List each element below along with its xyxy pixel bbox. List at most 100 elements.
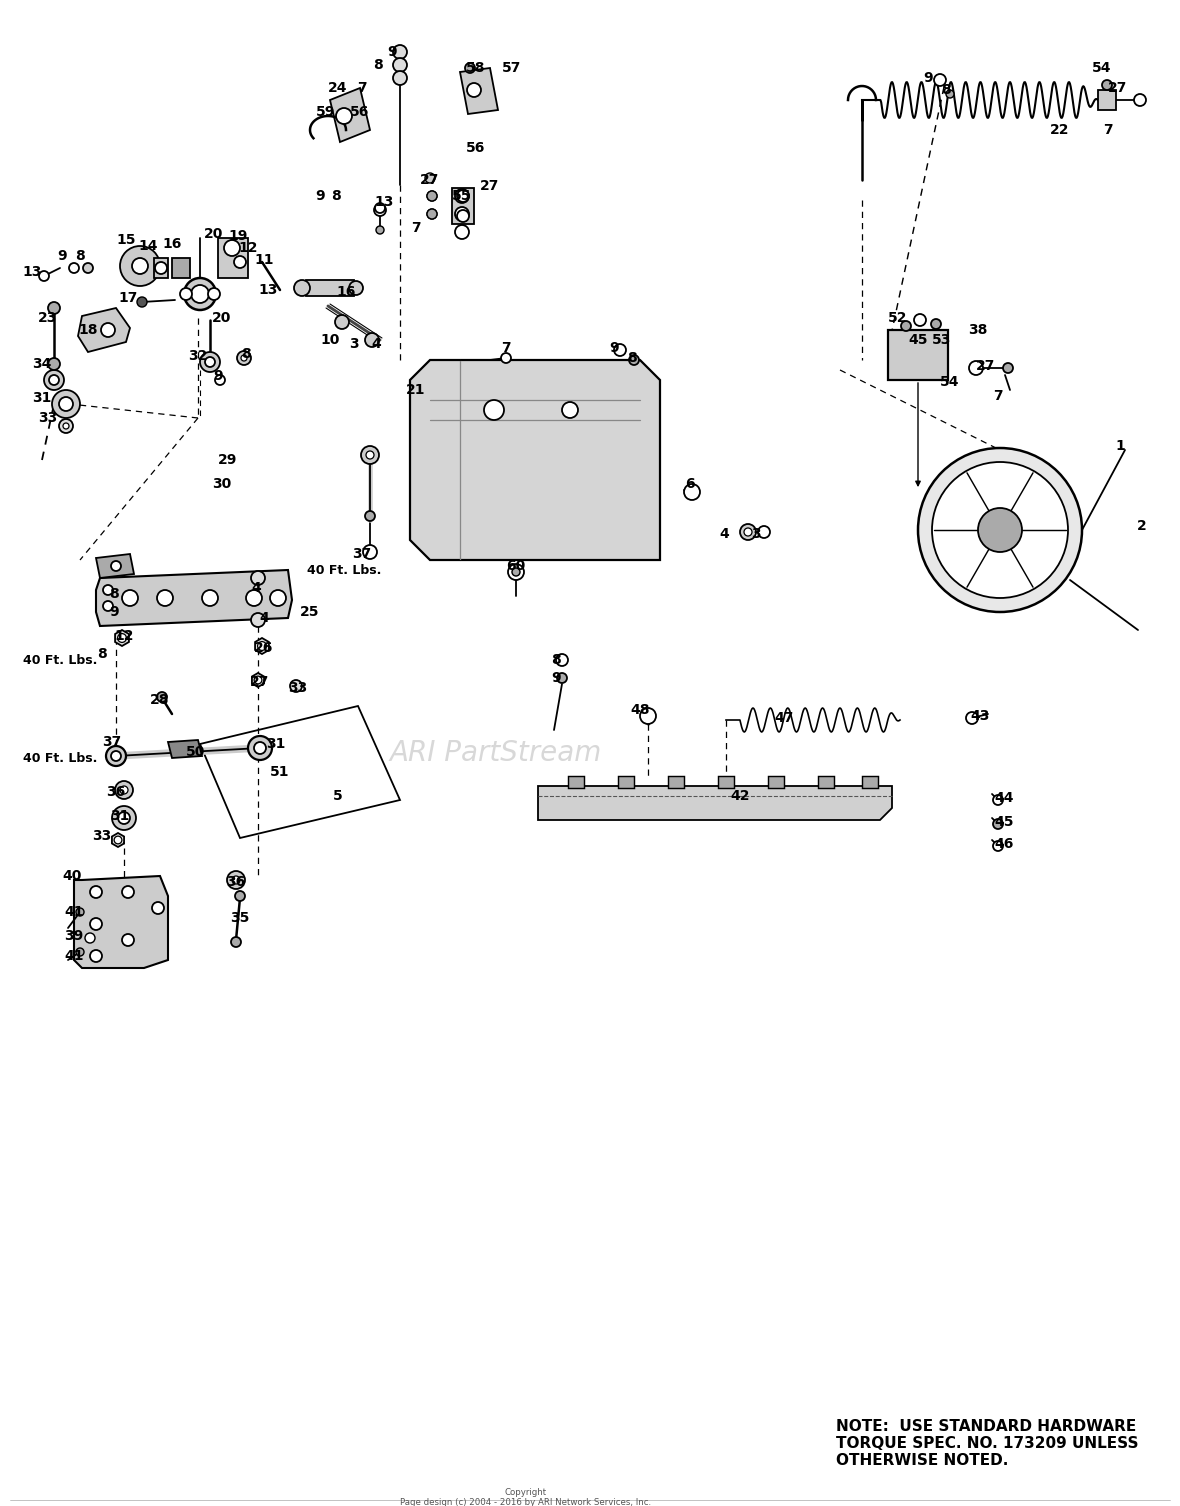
Circle shape: [335, 315, 349, 328]
Circle shape: [257, 642, 267, 651]
Text: 9: 9: [923, 71, 933, 84]
Circle shape: [1134, 93, 1146, 105]
Text: 11: 11: [254, 253, 274, 267]
Bar: [1099, 90, 1116, 110]
Circle shape: [251, 613, 266, 626]
Circle shape: [101, 322, 114, 337]
Circle shape: [349, 282, 363, 295]
Text: 16: 16: [163, 236, 182, 252]
Circle shape: [966, 712, 978, 724]
Text: 45: 45: [909, 333, 927, 346]
Text: 8: 8: [551, 654, 560, 667]
Circle shape: [393, 71, 407, 84]
Circle shape: [932, 462, 1068, 598]
Text: 30: 30: [212, 477, 231, 491]
Circle shape: [425, 173, 435, 184]
Circle shape: [48, 358, 60, 370]
Circle shape: [902, 321, 911, 331]
Text: 28: 28: [150, 693, 170, 706]
Text: 43: 43: [970, 709, 990, 723]
Circle shape: [363, 545, 376, 559]
Text: 46: 46: [995, 837, 1014, 851]
Text: 8: 8: [109, 587, 119, 601]
Polygon shape: [96, 554, 135, 578]
Text: 8: 8: [76, 248, 85, 264]
Text: 9: 9: [609, 340, 618, 355]
Bar: [568, 776, 584, 788]
Circle shape: [199, 352, 219, 372]
Circle shape: [484, 401, 504, 420]
Text: 47: 47: [774, 711, 794, 724]
Text: 31: 31: [267, 736, 286, 751]
Circle shape: [427, 191, 437, 200]
Text: 42: 42: [730, 789, 749, 803]
Text: 3: 3: [752, 527, 761, 541]
Circle shape: [512, 568, 520, 575]
Circle shape: [374, 203, 386, 215]
Circle shape: [90, 886, 101, 898]
Text: 15: 15: [117, 233, 136, 247]
Circle shape: [118, 634, 126, 643]
Circle shape: [375, 203, 385, 212]
Text: 55: 55: [452, 188, 472, 203]
Circle shape: [103, 584, 113, 595]
Circle shape: [376, 226, 384, 233]
Text: 45: 45: [995, 815, 1014, 828]
Circle shape: [640, 708, 656, 724]
Circle shape: [740, 524, 756, 541]
Circle shape: [629, 355, 640, 364]
Text: 8: 8: [627, 351, 637, 364]
Circle shape: [83, 264, 93, 273]
Text: 56: 56: [350, 105, 369, 119]
Text: ARI PartStream: ARI PartStream: [389, 739, 602, 767]
Bar: [863, 776, 878, 788]
Text: 41: 41: [64, 949, 84, 962]
Circle shape: [978, 508, 1022, 553]
Circle shape: [111, 562, 122, 571]
Circle shape: [254, 742, 266, 755]
Circle shape: [427, 209, 437, 218]
Text: 17: 17: [118, 291, 138, 306]
Circle shape: [122, 886, 135, 898]
Circle shape: [336, 108, 352, 123]
Circle shape: [48, 303, 60, 313]
Circle shape: [465, 63, 476, 72]
Text: 27: 27: [1108, 81, 1128, 95]
Text: 4: 4: [372, 337, 381, 351]
Text: 8: 8: [332, 188, 341, 203]
Circle shape: [132, 258, 148, 274]
Circle shape: [120, 245, 160, 286]
Text: 9: 9: [57, 248, 67, 264]
Circle shape: [914, 313, 926, 325]
Circle shape: [935, 74, 946, 86]
Circle shape: [254, 676, 262, 684]
Text: 7: 7: [411, 221, 421, 235]
Circle shape: [467, 83, 481, 96]
Circle shape: [365, 333, 379, 346]
Text: 31: 31: [110, 809, 130, 822]
Circle shape: [427, 209, 437, 218]
Polygon shape: [330, 87, 371, 142]
Bar: [452, 188, 474, 224]
Circle shape: [455, 224, 468, 239]
Text: 8: 8: [373, 59, 382, 72]
Circle shape: [111, 751, 122, 761]
Circle shape: [224, 239, 240, 256]
Circle shape: [294, 280, 310, 297]
Circle shape: [994, 795, 1003, 806]
Circle shape: [215, 375, 225, 386]
Circle shape: [457, 209, 468, 221]
Text: 4: 4: [719, 527, 729, 541]
Text: 8: 8: [241, 346, 251, 361]
Circle shape: [457, 190, 468, 202]
Text: 36: 36: [227, 875, 245, 889]
Circle shape: [120, 786, 127, 794]
Circle shape: [76, 908, 84, 916]
Text: 48: 48: [630, 703, 650, 717]
Circle shape: [59, 419, 73, 434]
Text: 57: 57: [503, 62, 522, 75]
Text: 21: 21: [406, 383, 426, 398]
Text: 10: 10: [320, 333, 340, 346]
Circle shape: [1102, 80, 1112, 90]
Text: 8: 8: [942, 83, 951, 96]
